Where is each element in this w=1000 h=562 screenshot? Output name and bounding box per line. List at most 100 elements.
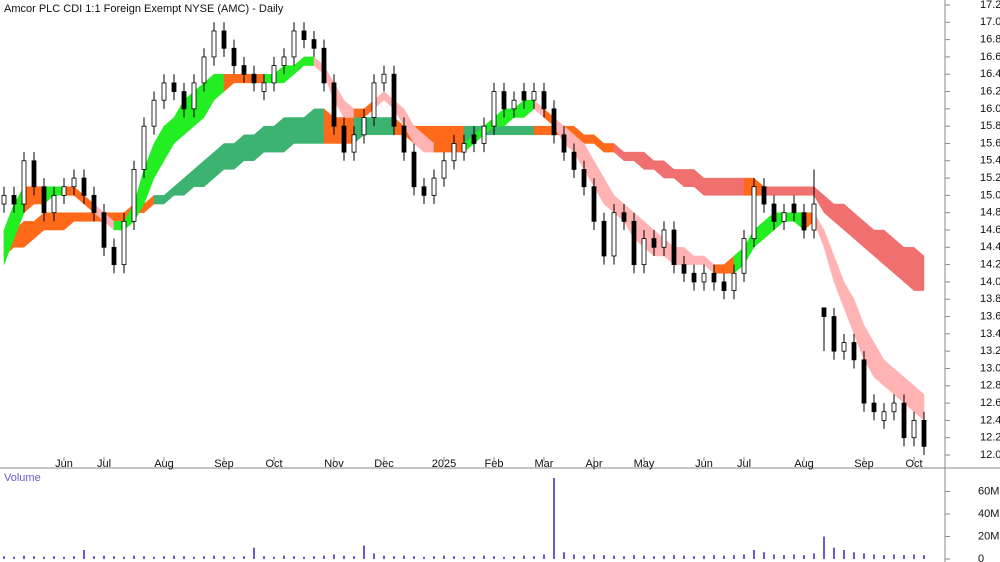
candle-body xyxy=(141,125,147,170)
volume-bar xyxy=(473,556,475,559)
candle-body xyxy=(481,125,487,144)
candle-body xyxy=(791,203,797,214)
y-tick-label: 13.6 xyxy=(980,310,1000,322)
band-segment xyxy=(453,125,465,144)
volume-bar xyxy=(753,550,755,559)
band-segment xyxy=(293,117,305,144)
candle-body xyxy=(691,272,697,283)
candle-body xyxy=(21,160,27,205)
volume-bar xyxy=(53,556,55,559)
x-tick-label: Mar xyxy=(535,458,554,470)
volume-bar xyxy=(343,555,345,559)
x-tick-label: Sep xyxy=(214,458,234,470)
volume-bar xyxy=(123,556,125,559)
candle-body xyxy=(551,108,557,136)
volume-bar xyxy=(153,556,155,559)
band-segment xyxy=(433,143,445,153)
volume-tick-label: 0 xyxy=(978,553,984,562)
volume-bar xyxy=(893,554,895,559)
candle-body xyxy=(861,359,867,404)
volume-bar xyxy=(743,554,745,559)
band-segment xyxy=(373,117,385,136)
x-tick-label: Apr xyxy=(585,458,602,470)
candle-body xyxy=(461,143,467,153)
volume-bar xyxy=(73,556,75,559)
band-segment xyxy=(113,212,125,222)
candle-body xyxy=(281,56,287,66)
candle-body xyxy=(401,125,407,153)
volume-bar xyxy=(603,555,605,559)
candle-body xyxy=(111,246,117,266)
volume-bar xyxy=(533,556,535,559)
candle-body xyxy=(611,212,617,257)
candle-body xyxy=(671,229,677,266)
candle-body xyxy=(81,177,87,196)
candle-body xyxy=(271,65,277,84)
band-segment xyxy=(263,125,275,153)
band-segment xyxy=(533,125,545,136)
band-segment xyxy=(693,255,705,265)
x-tick-label: Jul xyxy=(97,458,111,470)
band-segment xyxy=(243,134,255,162)
band-segment xyxy=(503,125,515,136)
candle-body xyxy=(321,47,327,84)
candle-body xyxy=(371,82,377,118)
volume-bar xyxy=(303,556,305,559)
volume-bar xyxy=(793,554,795,559)
band-segment xyxy=(433,125,445,144)
y-tick-label: 12.8 xyxy=(980,380,1000,392)
band-segment xyxy=(603,143,615,153)
candle-body xyxy=(11,194,17,205)
candle-body xyxy=(471,134,477,144)
candle-body xyxy=(441,160,447,179)
volume-bar xyxy=(673,555,675,559)
volume-bar xyxy=(243,556,245,559)
candle-body xyxy=(511,99,517,110)
candle-body xyxy=(821,307,827,317)
band-segment xyxy=(83,212,95,222)
volume-bar xyxy=(523,555,525,559)
candle-body xyxy=(41,186,47,214)
volume-bar xyxy=(183,556,185,559)
x-tick-label: Oct xyxy=(265,458,282,470)
volume-bar xyxy=(133,555,135,559)
y-tick-label: 14.2 xyxy=(980,259,1000,271)
volume-label: Volume xyxy=(4,472,41,484)
band-segment xyxy=(713,177,725,196)
volume-bar xyxy=(543,554,545,559)
band-segment xyxy=(493,125,505,136)
volume-bar xyxy=(43,556,45,559)
volume-bar xyxy=(253,547,255,559)
volume-bar xyxy=(633,555,635,559)
candle-body xyxy=(741,238,747,274)
candle-body xyxy=(531,91,537,101)
volume-bar xyxy=(423,556,425,559)
candle-body xyxy=(561,134,567,153)
band-segment xyxy=(723,177,735,196)
volume-bar xyxy=(383,555,385,559)
y-tick-label: 16.0 xyxy=(980,103,1000,115)
candle-body xyxy=(421,186,427,196)
volume-bar xyxy=(33,556,35,559)
band-segment xyxy=(793,186,805,196)
volume-bar xyxy=(203,556,205,559)
volume-bar xyxy=(293,556,295,559)
volume-tick-label: 60M xyxy=(978,485,999,497)
candle-body xyxy=(291,30,297,58)
band-segment xyxy=(313,108,325,144)
band-segment xyxy=(353,108,365,118)
band-segment xyxy=(43,212,55,231)
volume-bar xyxy=(873,554,875,559)
candle-body xyxy=(251,73,257,84)
volume-bar xyxy=(453,556,455,559)
candle-body xyxy=(711,272,717,283)
band-segment xyxy=(913,246,925,291)
candle-body xyxy=(61,186,67,196)
volume-bar xyxy=(403,555,405,559)
y-tick-label: 12.4 xyxy=(980,414,1000,426)
band-segment xyxy=(443,125,455,144)
y-tick-label: 17.2 xyxy=(980,0,1000,11)
candle-body xyxy=(71,177,77,188)
x-tick-label: Oct xyxy=(905,458,922,470)
